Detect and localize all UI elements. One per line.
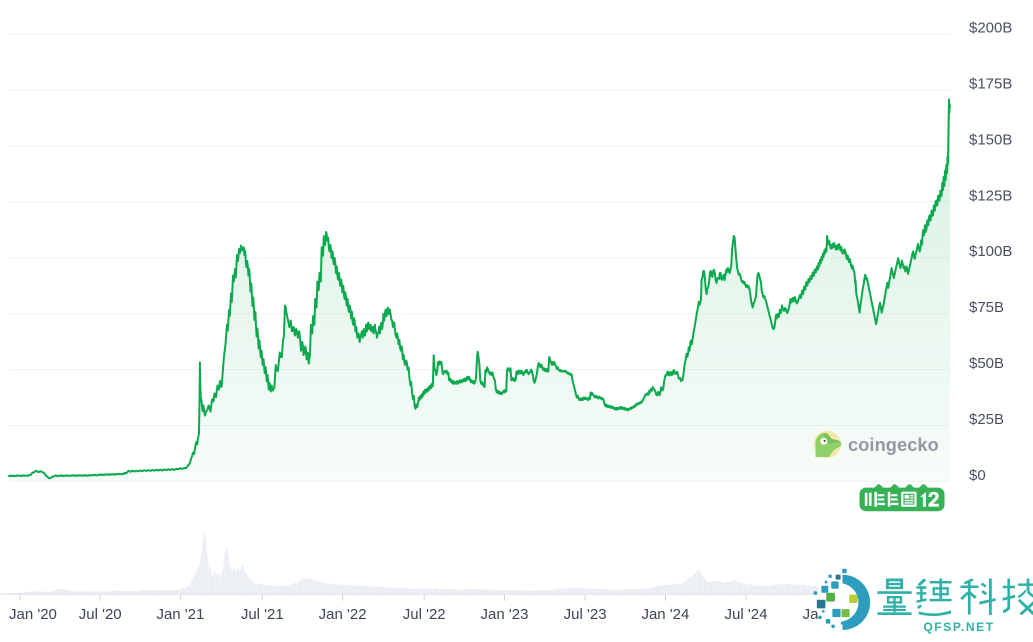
svg-text:Jul '21: Jul '21	[241, 606, 284, 623]
svg-text:$125B: $125B	[969, 187, 1012, 204]
svg-text:Jan '24: Jan '24	[641, 606, 689, 623]
svg-text:QFSP.NET: QFSP.NET	[923, 620, 994, 634]
svg-text:Jan '23: Jan '23	[481, 606, 529, 623]
svg-text:Jan '22: Jan '22	[319, 606, 367, 623]
svg-text:$25B: $25B	[969, 411, 1004, 428]
svg-text:$100B: $100B	[969, 243, 1012, 260]
svg-text:Jul '23: Jul '23	[564, 606, 607, 623]
svg-text:Jan '20: Jan '20	[9, 606, 57, 623]
svg-text:Jul '22: Jul '22	[403, 606, 446, 623]
svg-text:Jul '20: Jul '20	[79, 606, 122, 623]
svg-text:$75B: $75B	[969, 299, 1004, 316]
svg-text:$0: $0	[969, 467, 986, 484]
svg-text:Jan '21: Jan '21	[156, 606, 204, 623]
svg-text:Jul '24: Jul '24	[725, 606, 768, 623]
svg-text:$150B: $150B	[969, 131, 1012, 148]
svg-text:$50B: $50B	[969, 355, 1004, 372]
svg-text:$175B: $175B	[969, 76, 1012, 93]
svg-text:$200B: $200B	[969, 20, 1012, 37]
svg-text:coingecko: coingecko	[848, 435, 939, 455]
